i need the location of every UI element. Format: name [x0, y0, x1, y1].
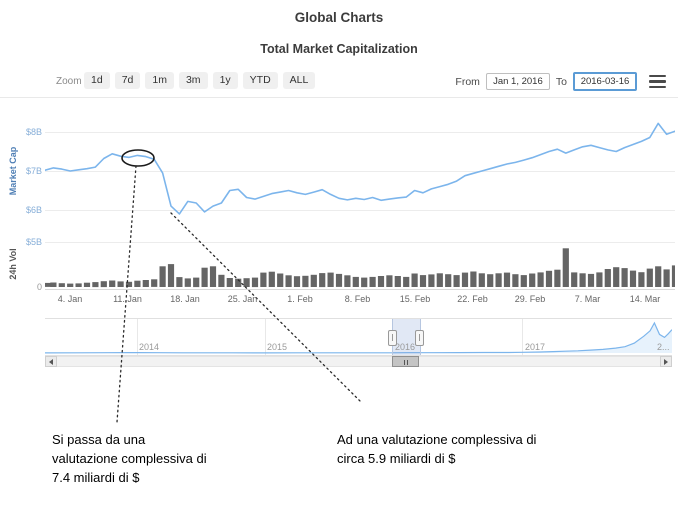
annotation-text-left: Si passa da una valutazione complessiva …	[52, 430, 207, 487]
zoom-buttons: 1d 7d 1m 3m 1y YTD ALL	[84, 72, 316, 89]
chart-title: Total Market Capitalization	[260, 42, 418, 56]
navigator-left-handle[interactable]	[388, 330, 397, 346]
navigator-year-label: 2017	[525, 342, 546, 352]
volume-tick-label: 0	[36, 282, 42, 292]
market-cap-tick-label: $8B	[25, 127, 42, 137]
navigator-year-label: 2014	[139, 342, 160, 352]
navigator-year-label: 2015	[267, 342, 288, 352]
zoom-button-1m[interactable]: 1m	[145, 72, 174, 89]
annotation-text-right: Ad una valutazione complessiva di circa …	[337, 430, 536, 468]
navigator-year-label: 2016	[395, 342, 416, 352]
navigator-pane[interactable]: 2014 2015 2016 2017 2...	[45, 318, 672, 356]
navigator-year-label: 2...	[657, 342, 670, 352]
zoom-button-ytd[interactable]: YTD	[242, 72, 278, 89]
annotation-line: 7.4 miliardi di $	[52, 470, 140, 485]
x-axis-label: 8. Feb	[344, 294, 371, 304]
from-label: From	[455, 75, 480, 88]
market-cap-chart-plot[interactable]	[45, 105, 675, 290]
x-axis-label: 25. Jan	[227, 294, 258, 304]
annotation-line: circa 5.9 miliardi di $	[337, 451, 456, 466]
zoom-button-all[interactable]: ALL	[282, 72, 316, 89]
hamburger-menu-icon[interactable]	[649, 74, 666, 89]
navigator-gridline-2017	[522, 319, 523, 355]
navigator-gridline-2014	[137, 319, 138, 355]
x-axis-label: 15. Feb	[399, 294, 431, 304]
gridline-7b	[45, 171, 675, 172]
zoom-button-3m[interactable]: 3m	[178, 72, 208, 89]
to-date-input[interactable]	[573, 72, 637, 91]
annotation-line: valutazione complessiva di	[52, 451, 207, 466]
volume-bars	[45, 248, 675, 288]
market-cap-tick-label: $7B	[25, 166, 42, 176]
annotation-line: Si passa da una	[52, 432, 146, 447]
navigator-right-handle[interactable]	[415, 330, 424, 346]
gridline-8b	[45, 132, 675, 133]
volume-tick-label: $5B	[25, 237, 42, 247]
toolbar-divider	[0, 97, 678, 98]
to-label: To	[555, 75, 567, 88]
zoom-button-1d[interactable]: 1d	[84, 72, 110, 89]
market-cap-line	[45, 122, 675, 215]
annotation-line: Ad una valutazione complessiva di	[337, 432, 537, 447]
scrollbar-track[interactable]	[45, 356, 672, 367]
scrollbar-thumb[interactable]	[392, 356, 419, 367]
x-axis-label: 1. Feb	[287, 294, 313, 304]
page-title: Global Charts	[294, 10, 384, 25]
zoom-button-7d[interactable]: 7d	[114, 72, 141, 89]
from-date-input[interactable]	[485, 73, 550, 90]
volume-axis-title: 24h Vol	[8, 248, 18, 280]
gridline-6b	[45, 210, 675, 211]
x-axis-label: 18. Jan	[170, 294, 200, 304]
market-cap-tick-label: $6B	[25, 205, 42, 215]
x-axis-label: 14. Mar	[629, 294, 661, 304]
x-axis-label: 7. Mar	[574, 294, 601, 304]
x-axis-label: 4. Jan	[57, 294, 83, 304]
scrollbar-left-arrow-icon[interactable]	[45, 356, 57, 367]
zoom-button-1y[interactable]: 1y	[212, 72, 238, 89]
zoom-label: Zoom	[56, 76, 82, 87]
x-axis-label: 22. Feb	[457, 294, 488, 304]
x-axis-label: 29. Feb	[514, 294, 546, 304]
date-range-controls: From To	[455, 72, 666, 91]
scrollbar-right-arrow-icon[interactable]	[660, 356, 672, 367]
x-axis-label: 11. Jan	[113, 294, 142, 304]
